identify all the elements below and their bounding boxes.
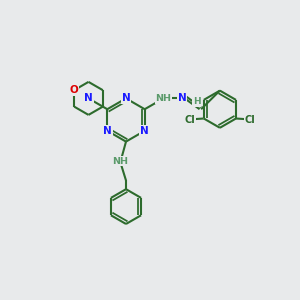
Text: N: N (103, 126, 112, 136)
Text: O: O (70, 85, 79, 95)
Text: N: N (84, 93, 93, 103)
Text: N: N (140, 126, 149, 136)
Text: NH: NH (112, 157, 128, 166)
Text: N: N (122, 93, 130, 103)
Text: H: H (193, 97, 200, 106)
Text: Cl: Cl (245, 115, 256, 125)
Text: NH: NH (155, 94, 172, 103)
Text: N: N (178, 93, 187, 103)
Text: Cl: Cl (184, 115, 195, 125)
